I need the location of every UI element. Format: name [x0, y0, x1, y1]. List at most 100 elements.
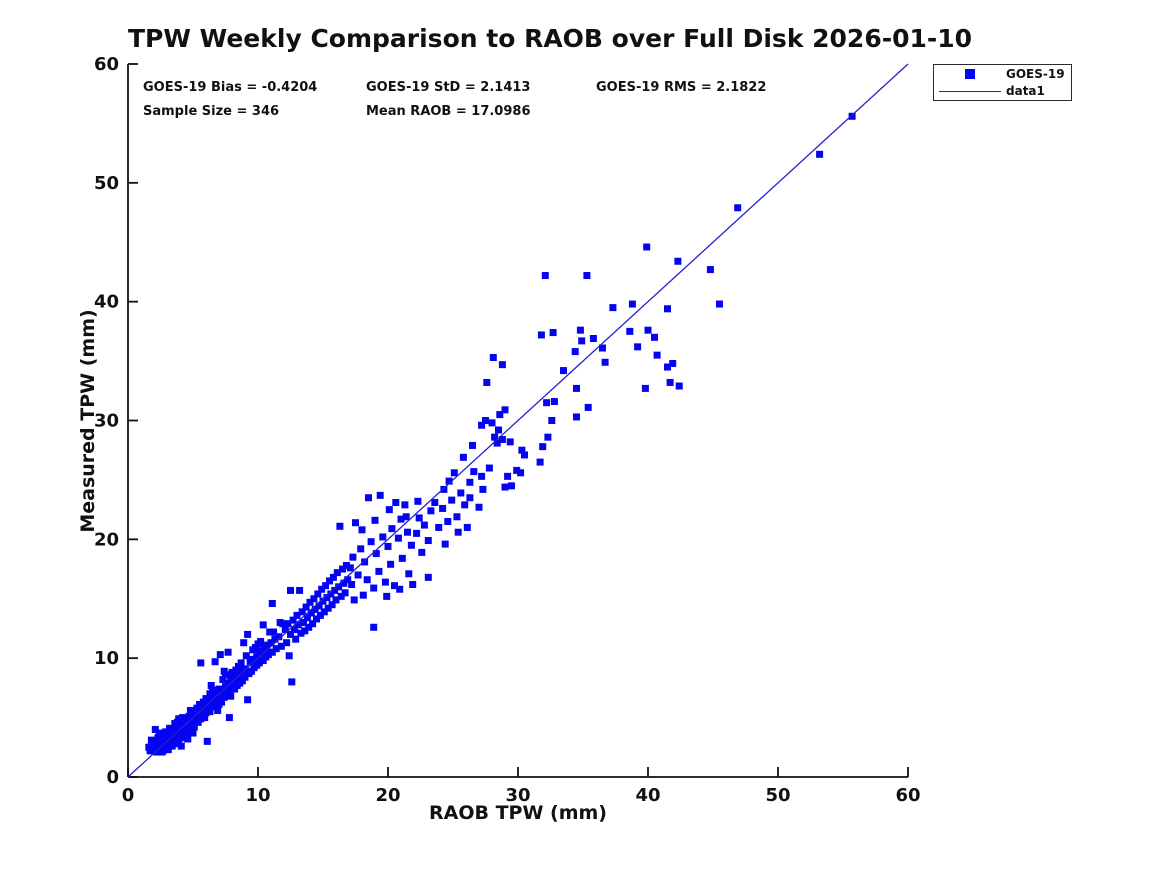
scatter-point [311, 605, 319, 613]
scatter-point [517, 469, 525, 477]
scatter-point [488, 419, 496, 427]
scatter-point [196, 710, 203, 718]
scatter-point [175, 736, 183, 744]
scatter-point [231, 685, 239, 693]
scatter-point [336, 522, 344, 530]
scatter-point [675, 382, 683, 390]
scatter-point [202, 709, 210, 717]
scatter-point [155, 741, 163, 749]
scatter-point [401, 501, 409, 509]
scatter-point [201, 714, 209, 722]
scatter-point [354, 571, 362, 579]
scatter-point [279, 620, 287, 628]
scatter-point [253, 653, 261, 661]
scatter-point [183, 730, 190, 738]
scatter-point [397, 515, 405, 523]
fit-line [127, 63, 909, 778]
scatter-point [439, 504, 447, 512]
scatter-point [270, 628, 278, 636]
scatter-point [544, 433, 552, 441]
scatter-point [381, 578, 389, 586]
scatter-point [219, 687, 227, 695]
scatter-point [418, 548, 426, 556]
scatter-point [223, 690, 231, 698]
y-axis-label: Measured TPW (mm) [77, 309, 99, 533]
scatter-point [197, 659, 205, 667]
scatter-point [173, 718, 181, 726]
scatter-point [518, 446, 526, 454]
x-tick-label: 50 [765, 785, 790, 806]
scatter-point [634, 343, 642, 351]
scatter-point [323, 594, 331, 602]
scatter-point [349, 553, 357, 561]
scatter-point [248, 667, 255, 675]
scatter-point [457, 489, 465, 497]
scatter-point [229, 678, 237, 686]
scatter-point [209, 686, 216, 694]
scatter-point [328, 601, 336, 609]
scatter-point [184, 735, 192, 743]
scatter-point [168, 742, 176, 750]
scatter-point [222, 683, 229, 691]
scatter-point [431, 498, 439, 506]
scatter-point [240, 639, 248, 647]
scatter-point [357, 545, 365, 553]
scatter-point [504, 472, 512, 480]
scatter-point [224, 679, 232, 687]
scatter-point [501, 483, 509, 491]
scatter-point [249, 655, 257, 663]
scatter-point [319, 597, 327, 605]
scatter-point [237, 659, 245, 667]
scatter-point [310, 595, 318, 603]
scatter-point [479, 485, 487, 493]
scatter-point [402, 513, 410, 521]
y-tick-label: 0 [106, 767, 119, 788]
y-tick-label: 50 [94, 173, 119, 194]
scatter-point [193, 714, 201, 722]
scatter-point [272, 645, 280, 653]
scatter-point [495, 426, 502, 434]
stat-bias: GOES-19 Bias = -0.4204 [143, 80, 318, 95]
scatter-point [202, 695, 210, 703]
scatter-point [376, 491, 384, 499]
scatter-point [190, 723, 198, 731]
scatter-point [220, 693, 228, 701]
scatter-point [706, 266, 714, 274]
scatter-point [314, 590, 322, 598]
scatter-point [198, 706, 206, 714]
scatter-point [177, 742, 185, 750]
scatter-point [199, 698, 207, 706]
scatter-point [268, 648, 276, 656]
scatter-point [285, 652, 293, 660]
x-tick-label: 0 [122, 785, 135, 806]
scatter-point [396, 585, 404, 593]
x-tick-label: 10 [245, 785, 270, 806]
scatter-point [584, 403, 592, 411]
scatter-point [215, 685, 223, 693]
scatter-point [290, 626, 298, 634]
scatter-point [147, 736, 155, 744]
scatter-point [669, 359, 677, 367]
scatter-point [203, 704, 211, 712]
scatter-point [267, 639, 275, 647]
y-tick-label: 20 [94, 529, 119, 550]
chart-title: TPW Weekly Comparison to RAOB over Full … [128, 24, 973, 53]
scatter-point [233, 676, 241, 684]
scatter-point [489, 354, 497, 362]
scatter-point [651, 333, 658, 341]
scatter-point [333, 569, 341, 577]
scatter-point [331, 586, 339, 594]
scatter-point [734, 204, 742, 212]
scatter-point [303, 614, 311, 622]
scatter-point [469, 441, 476, 449]
scatter-point [157, 736, 164, 744]
scatter-point [227, 692, 235, 700]
scatter-point [266, 628, 274, 636]
scatter-marker-icon [965, 69, 975, 79]
scatter-point [316, 611, 324, 619]
scatter-point [179, 714, 187, 722]
scatter-point [268, 600, 276, 608]
scatter-point [153, 737, 161, 745]
scatter-point [578, 337, 586, 345]
scatter-point [158, 731, 166, 739]
